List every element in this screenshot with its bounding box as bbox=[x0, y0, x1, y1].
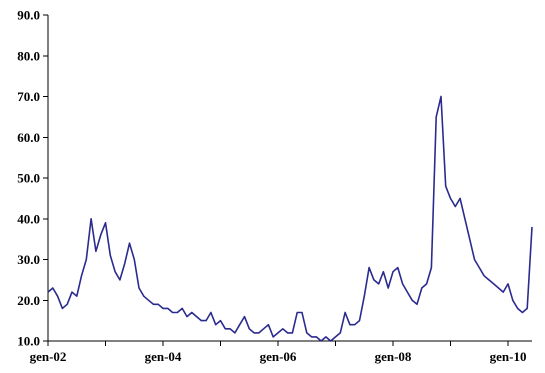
y-tick-label: 50.0 bbox=[17, 171, 40, 186]
y-tick-label: 30.0 bbox=[17, 252, 40, 267]
y-tick-label: 90.0 bbox=[17, 8, 40, 23]
x-tick-label: gen-04 bbox=[145, 349, 182, 364]
plot-area bbox=[47, 95, 533, 342]
y-tick-label: 70.0 bbox=[17, 89, 40, 104]
x-tick-label: gen-02 bbox=[30, 349, 67, 364]
y-tick-label: 10.0 bbox=[17, 334, 40, 349]
x-tick-label: gen-08 bbox=[375, 349, 412, 364]
y-tick-label: 60.0 bbox=[17, 130, 40, 145]
x-tick-label: gen-10 bbox=[490, 349, 527, 364]
y-axis: 10.0 20.0 30.0 40.0 50.0 60.0 70.0 80.0 90.0 bbox=[17, 8, 49, 349]
y-tick-label: 80.0 bbox=[17, 48, 40, 63]
series-line bbox=[47, 95, 533, 342]
y-tick-label: 40.0 bbox=[17, 211, 40, 226]
x-axis: gen-02 gen-04 gen-06 gen-08 gen-10 bbox=[30, 340, 532, 364]
x-tick-label: gen-06 bbox=[260, 349, 297, 364]
y-tick-label: 20.0 bbox=[17, 293, 40, 308]
